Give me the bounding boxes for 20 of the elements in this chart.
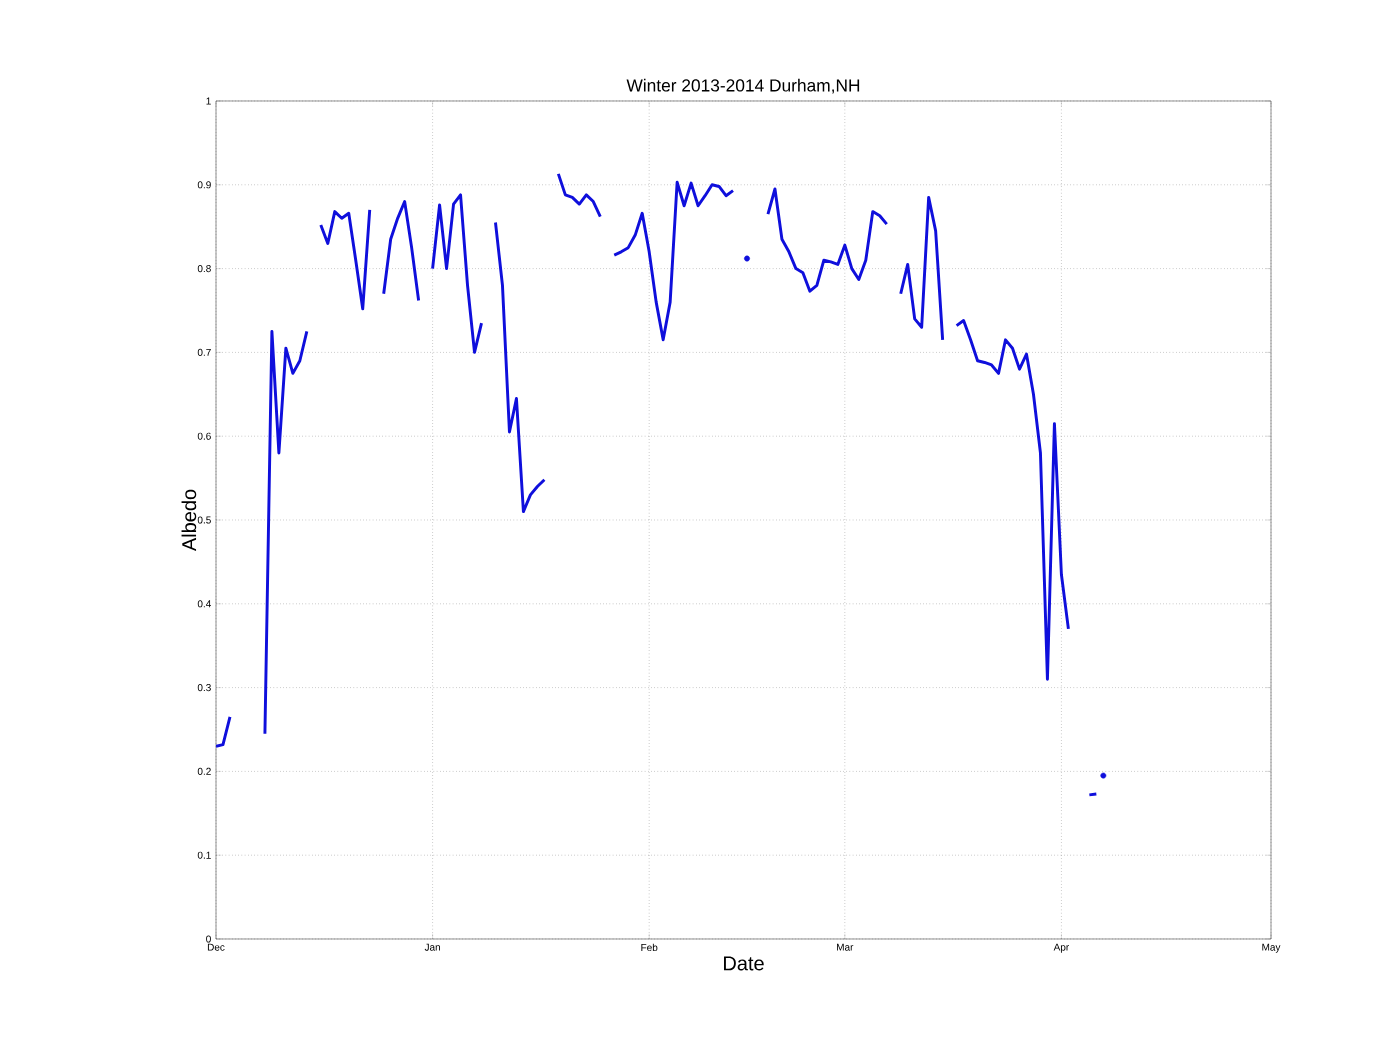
x-tick-label: Jan	[424, 943, 441, 951]
x-tick-label: May	[1262, 943, 1281, 953]
y-tick-label: 0.3	[197, 684, 211, 692]
x-tick-label: Apr	[1053, 943, 1070, 953]
x-tick-label: Feb	[641, 943, 658, 952]
x-axis-title: Date	[724, 956, 764, 971]
y-tick-label: 0	[206, 935, 211, 943]
y-tick-label: 0.7	[197, 348, 211, 356]
y-tick-label: 1	[206, 97, 211, 105]
y-tick-label: 0.6	[197, 432, 211, 440]
y-tick-label: 0.8	[197, 265, 211, 273]
x-tick-label: Mar	[837, 943, 854, 951]
chart-title: Winter 2013-2014 Durham,NH	[626, 78, 860, 94]
y-tick-label: 0.2	[197, 767, 211, 775]
x-tick-label: Dec	[207, 943, 225, 951]
y-tick-label: 0.9	[197, 181, 211, 189]
y-tick-label: 0.5	[197, 516, 211, 524]
y-tick-label: 0.1	[197, 851, 211, 859]
y-tick-label: 0.4	[197, 600, 211, 608]
y-axis-title: Albedo	[181, 489, 197, 552]
